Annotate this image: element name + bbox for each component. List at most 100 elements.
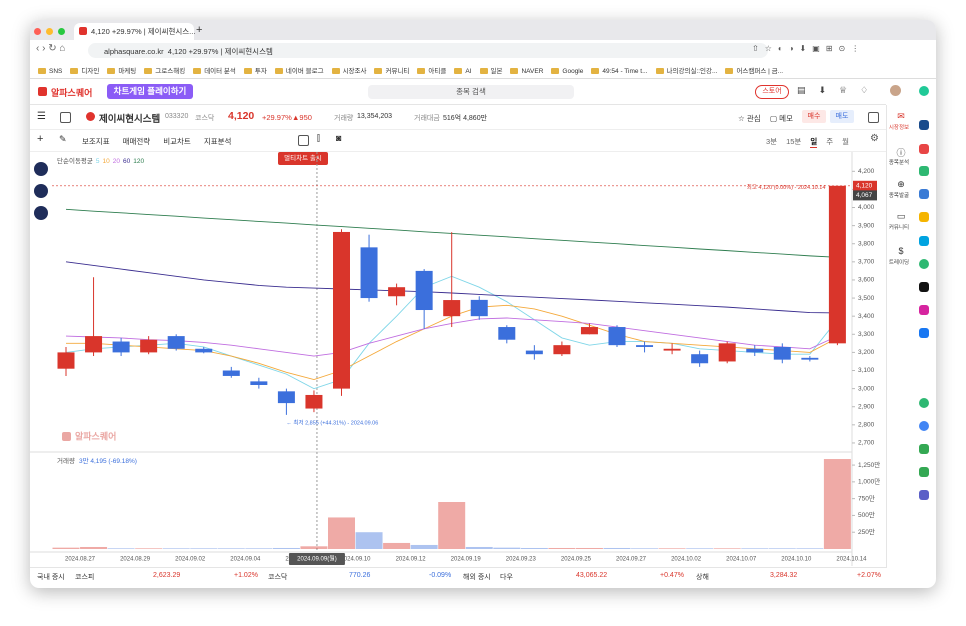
volume-bar [465,546,493,549]
bookmark[interactable]: 아티클 [428,68,447,75]
address-bar[interactable] [88,43,768,58]
folder-icon [193,68,202,75]
sidebar-icon[interactable]: ⊕ [897,179,905,189]
candle-button[interactable]: ⫿ [317,133,320,143]
bookmark[interactable]: 그로스해킹 [155,68,186,75]
bookmark[interactable]: 49:54 - Time t... [602,68,648,75]
badge[interactable] [34,162,48,176]
timeframe[interactable]: 15분 [786,137,802,146]
app-icon[interactable] [919,120,929,130]
app-icon[interactable] [919,328,929,338]
bookmark[interactable]: 투자 [254,68,267,75]
toolbar-item[interactable]: 매매전략 [122,137,151,146]
sidebar-icon[interactable]: ✉ [897,111,905,121]
add-button[interactable]: + [37,133,44,145]
timeframe[interactable]: 주 [826,137,834,146]
sidebar-icon[interactable]: ⓘ [896,148,906,158]
sidebar-icon[interactable]: ▭ [896,211,906,221]
app-icon[interactable] [919,212,929,222]
y-tick-label: 4,200 [858,168,875,175]
draw-button[interactable]: ✎ [59,134,67,144]
game-button[interactable]: 차트게임 플레이하기 [107,84,193,99]
header-icons[interactable]: ▤⬇♕♢ [797,85,882,95]
bookmark[interactable]: 디자인 [81,68,100,75]
app-icon[interactable] [919,144,929,154]
search-box[interactable]: 종목 검색 [368,85,574,99]
toolbar-item[interactable]: 지표분석 [203,137,232,146]
app-icon[interactable] [919,444,929,454]
candle-body [580,327,598,335]
layout-button[interactable] [298,135,309,146]
sidebar-label[interactable]: 트레이딩 [888,260,910,266]
bookmark[interactable]: 마케팅 [118,68,137,75]
buy-button[interactable]: 매수 [802,110,826,123]
folder-icon [274,68,283,75]
app-icon[interactable] [919,490,929,500]
timeframe[interactable]: 월 [842,137,850,146]
sidebar-icon[interactable]: $ [898,246,904,256]
menu-button[interactable]: ☰ [37,111,46,122]
ma-legend-item: 20 [113,158,121,165]
minimize-button[interactable] [46,28,53,35]
app-icon[interactable] [919,398,929,408]
app-icon[interactable] [919,86,929,96]
browser-icons[interactable]: ⇧☆◐◑⬇▣⊞⊙⋮ [752,44,866,53]
y-tick-label: 3,400 [858,313,875,320]
volume-bar [80,546,108,549]
timeframe[interactable]: 일 [810,137,818,148]
app-icon[interactable] [919,236,929,246]
candle-body [333,231,350,389]
bookmark[interactable]: 시장조사 [342,68,367,75]
avatar[interactable] [890,85,901,96]
watch-button[interactable]: ☆ 관심 [738,114,761,123]
y-tick-label: 3,300 [858,331,875,338]
store-button[interactable]: 스토어 [755,85,789,99]
app-icon[interactable] [919,166,929,176]
zoom-button[interactable] [58,28,65,35]
bookmark[interactable]: 커뮤니티 [385,68,410,75]
badge[interactable] [34,184,48,198]
toolbar-item[interactable]: 비교차트 [163,137,191,146]
y-tick-label: 3,800 [858,240,875,247]
close-button[interactable] [34,28,41,35]
y-tick-label: 500만 [858,510,875,519]
app-icon[interactable] [919,467,929,477]
bookmark[interactable]: 데이터 분석 [204,68,236,75]
badge[interactable] [34,206,48,220]
bookmark[interactable]: 나의강의실::인강... [666,68,718,75]
panel-icon[interactable] [60,112,71,123]
app-icon[interactable] [919,305,929,315]
tooltip: 멀티차트 출시 [278,152,328,165]
sidebar-label[interactable]: 시장정보 [888,125,910,131]
sell-button[interactable]: 매도 [830,110,854,123]
bookmark[interactable]: 일본 [490,68,503,75]
camera-button[interactable]: ◙ [336,133,342,143]
index-change: +2.07% [857,572,881,579]
new-tab[interactable]: + [196,24,203,36]
bookmark[interactable]: 네이버 블로그 [285,68,324,75]
logo[interactable]: 알파스퀘어 [51,88,93,98]
nav-buttons[interactable]: ‹ › ↻ ⌂ [36,43,66,54]
candle-body [718,343,736,362]
app-icon[interactable] [919,421,929,431]
sidebar-label[interactable]: 종목분석 [888,160,910,166]
app-icon[interactable] [919,189,929,199]
sidebar-label[interactable]: 커뮤니티 [888,225,910,231]
bookmark[interactable]: SNS [49,68,63,75]
sidebar-label[interactable]: 종목발굴 [888,193,910,199]
bookmark[interactable]: Google [562,68,584,75]
bookmark[interactable]: AI [465,68,472,75]
bookmark[interactable]: NAVER [521,68,544,75]
settings-button[interactable]: ⚙ [870,133,879,144]
bookmarks-bar: SNS 디자인 마케팅 그로스해킹 데이터 분석 투자 네이버 블로그 시장조사 커뮤니티 아티클… [30,65,783,75]
toolbar-item[interactable]: 보조지표 [82,137,110,146]
sidebar-toggle[interactable] [868,112,879,123]
tab[interactable] [74,23,194,40]
app-icon[interactable] [919,282,929,292]
timeframe[interactable]: 3분 [766,137,778,146]
app-icon[interactable] [919,259,929,269]
bookmark[interactable]: 어스캠퍼스 | 금... [736,68,784,75]
page-title: 4,120 +29.97% | 제이씨현시스템 [167,47,273,56]
candle-body [691,354,709,364]
memo-button[interactable]: ▢ 메모 [770,114,793,123]
